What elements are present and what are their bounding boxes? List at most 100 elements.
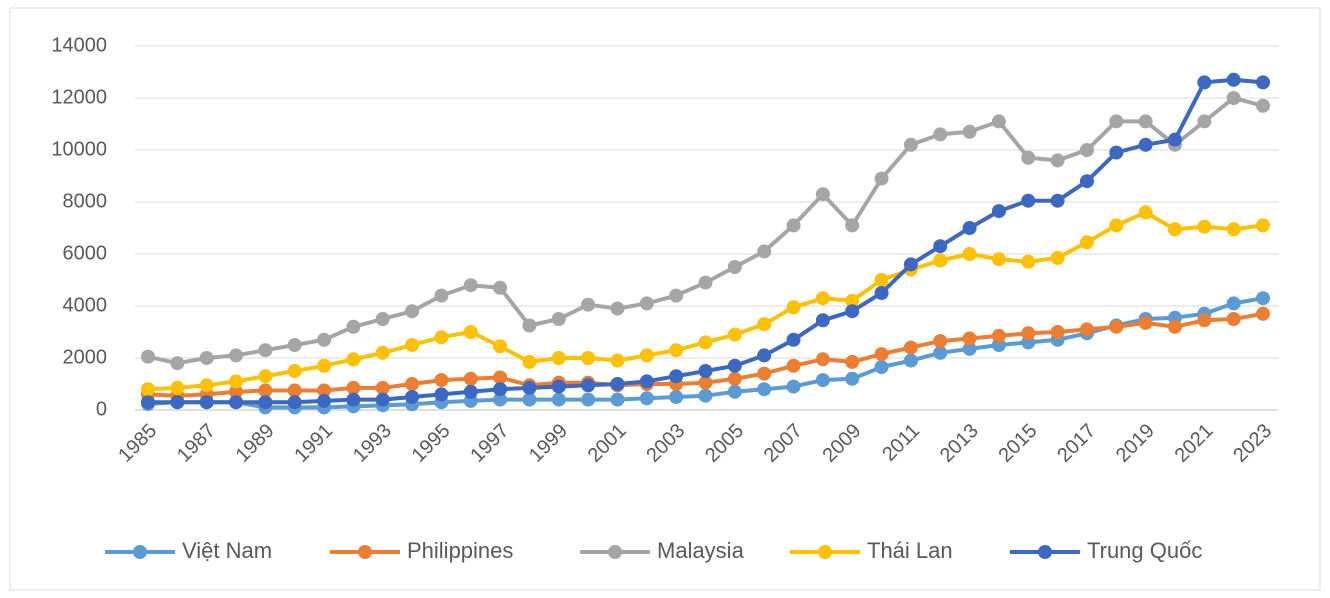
point-marker	[1256, 218, 1270, 233]
point-marker	[698, 275, 713, 290]
point-marker	[933, 345, 948, 360]
point-marker	[551, 351, 566, 365]
point-marker	[1226, 296, 1241, 311]
point-marker	[727, 260, 742, 274]
point-marker	[1079, 143, 1094, 157]
point-marker	[962, 247, 977, 261]
point-marker	[493, 370, 508, 385]
point-marker	[434, 373, 449, 388]
point-marker	[1050, 153, 1065, 168]
point-marker	[786, 218, 801, 233]
point-marker	[698, 375, 713, 390]
point-marker	[1167, 222, 1182, 237]
point-marker	[229, 348, 244, 363]
point-marker	[1109, 145, 1124, 160]
point-marker	[375, 345, 390, 360]
point-marker	[463, 384, 478, 399]
point-marker	[1021, 326, 1036, 341]
point-marker	[493, 339, 508, 354]
y-tick-label: 6000	[63, 242, 108, 264]
point-marker	[903, 137, 918, 152]
point-marker	[405, 304, 420, 319]
legend-marker	[1038, 545, 1052, 559]
point-marker	[874, 286, 889, 300]
point-marker	[375, 380, 390, 395]
point-marker	[1109, 319, 1124, 334]
point-marker	[287, 338, 302, 352]
point-marker	[581, 297, 596, 312]
point-marker	[551, 379, 566, 394]
point-marker	[610, 301, 625, 316]
point-marker	[493, 392, 508, 407]
point-marker	[405, 338, 420, 352]
point-marker	[669, 343, 684, 358]
point-marker	[229, 374, 244, 389]
point-marker	[786, 358, 801, 373]
point-marker	[815, 313, 830, 328]
y-tick-label: 12000	[51, 86, 107, 108]
point-marker	[786, 300, 801, 315]
point-marker	[757, 366, 772, 381]
point-marker	[727, 384, 742, 399]
point-marker	[141, 349, 155, 364]
point-marker	[581, 351, 596, 365]
point-marker	[1079, 322, 1094, 337]
point-marker	[375, 392, 390, 407]
point-marker	[1256, 98, 1270, 113]
point-marker	[610, 392, 625, 407]
point-marker	[1021, 254, 1036, 269]
point-marker	[991, 328, 1006, 343]
point-marker	[1226, 91, 1241, 105]
point-marker	[757, 348, 772, 363]
point-marker	[346, 352, 361, 367]
point-marker	[1256, 291, 1270, 306]
point-marker	[199, 378, 214, 393]
point-marker	[1197, 219, 1212, 234]
point-marker	[962, 124, 977, 139]
legend-label: Việt Nam	[182, 538, 272, 563]
y-tick-label: 10000	[51, 138, 107, 160]
point-marker	[757, 317, 772, 332]
legend-marker	[358, 545, 372, 559]
point-marker	[199, 351, 214, 365]
point-marker	[639, 296, 654, 311]
point-marker	[581, 378, 596, 393]
point-marker	[991, 204, 1006, 219]
point-marker	[1021, 150, 1036, 165]
point-marker	[1109, 218, 1124, 233]
legend-label: Philippines	[407, 538, 513, 563]
point-marker	[669, 369, 684, 384]
point-marker	[287, 383, 302, 398]
point-marker	[1021, 193, 1036, 208]
y-tick-label: 2000	[63, 346, 108, 368]
point-marker	[463, 371, 478, 386]
legend-label: Malaysia	[657, 538, 745, 563]
point-marker	[141, 395, 155, 410]
point-marker	[1197, 75, 1212, 90]
point-marker	[258, 343, 273, 358]
legend-marker	[818, 545, 832, 559]
point-marker	[933, 253, 948, 268]
point-marker	[903, 257, 918, 272]
legend-label: Trung Quốc	[1087, 538, 1202, 563]
point-marker	[170, 380, 185, 395]
point-marker	[1079, 235, 1094, 250]
point-marker	[845, 304, 860, 319]
point-marker	[698, 388, 713, 403]
point-marker	[933, 239, 948, 254]
point-marker	[287, 395, 302, 410]
point-marker	[639, 348, 654, 363]
point-marker	[903, 340, 918, 355]
point-marker	[786, 332, 801, 347]
point-marker	[669, 288, 684, 303]
point-marker	[434, 387, 449, 402]
point-marker	[287, 364, 302, 378]
point-marker	[434, 330, 449, 345]
point-marker	[317, 332, 332, 347]
point-marker	[581, 392, 596, 407]
point-marker	[874, 171, 889, 186]
point-marker	[463, 278, 478, 293]
point-marker	[815, 373, 830, 388]
point-marker	[1256, 306, 1270, 321]
